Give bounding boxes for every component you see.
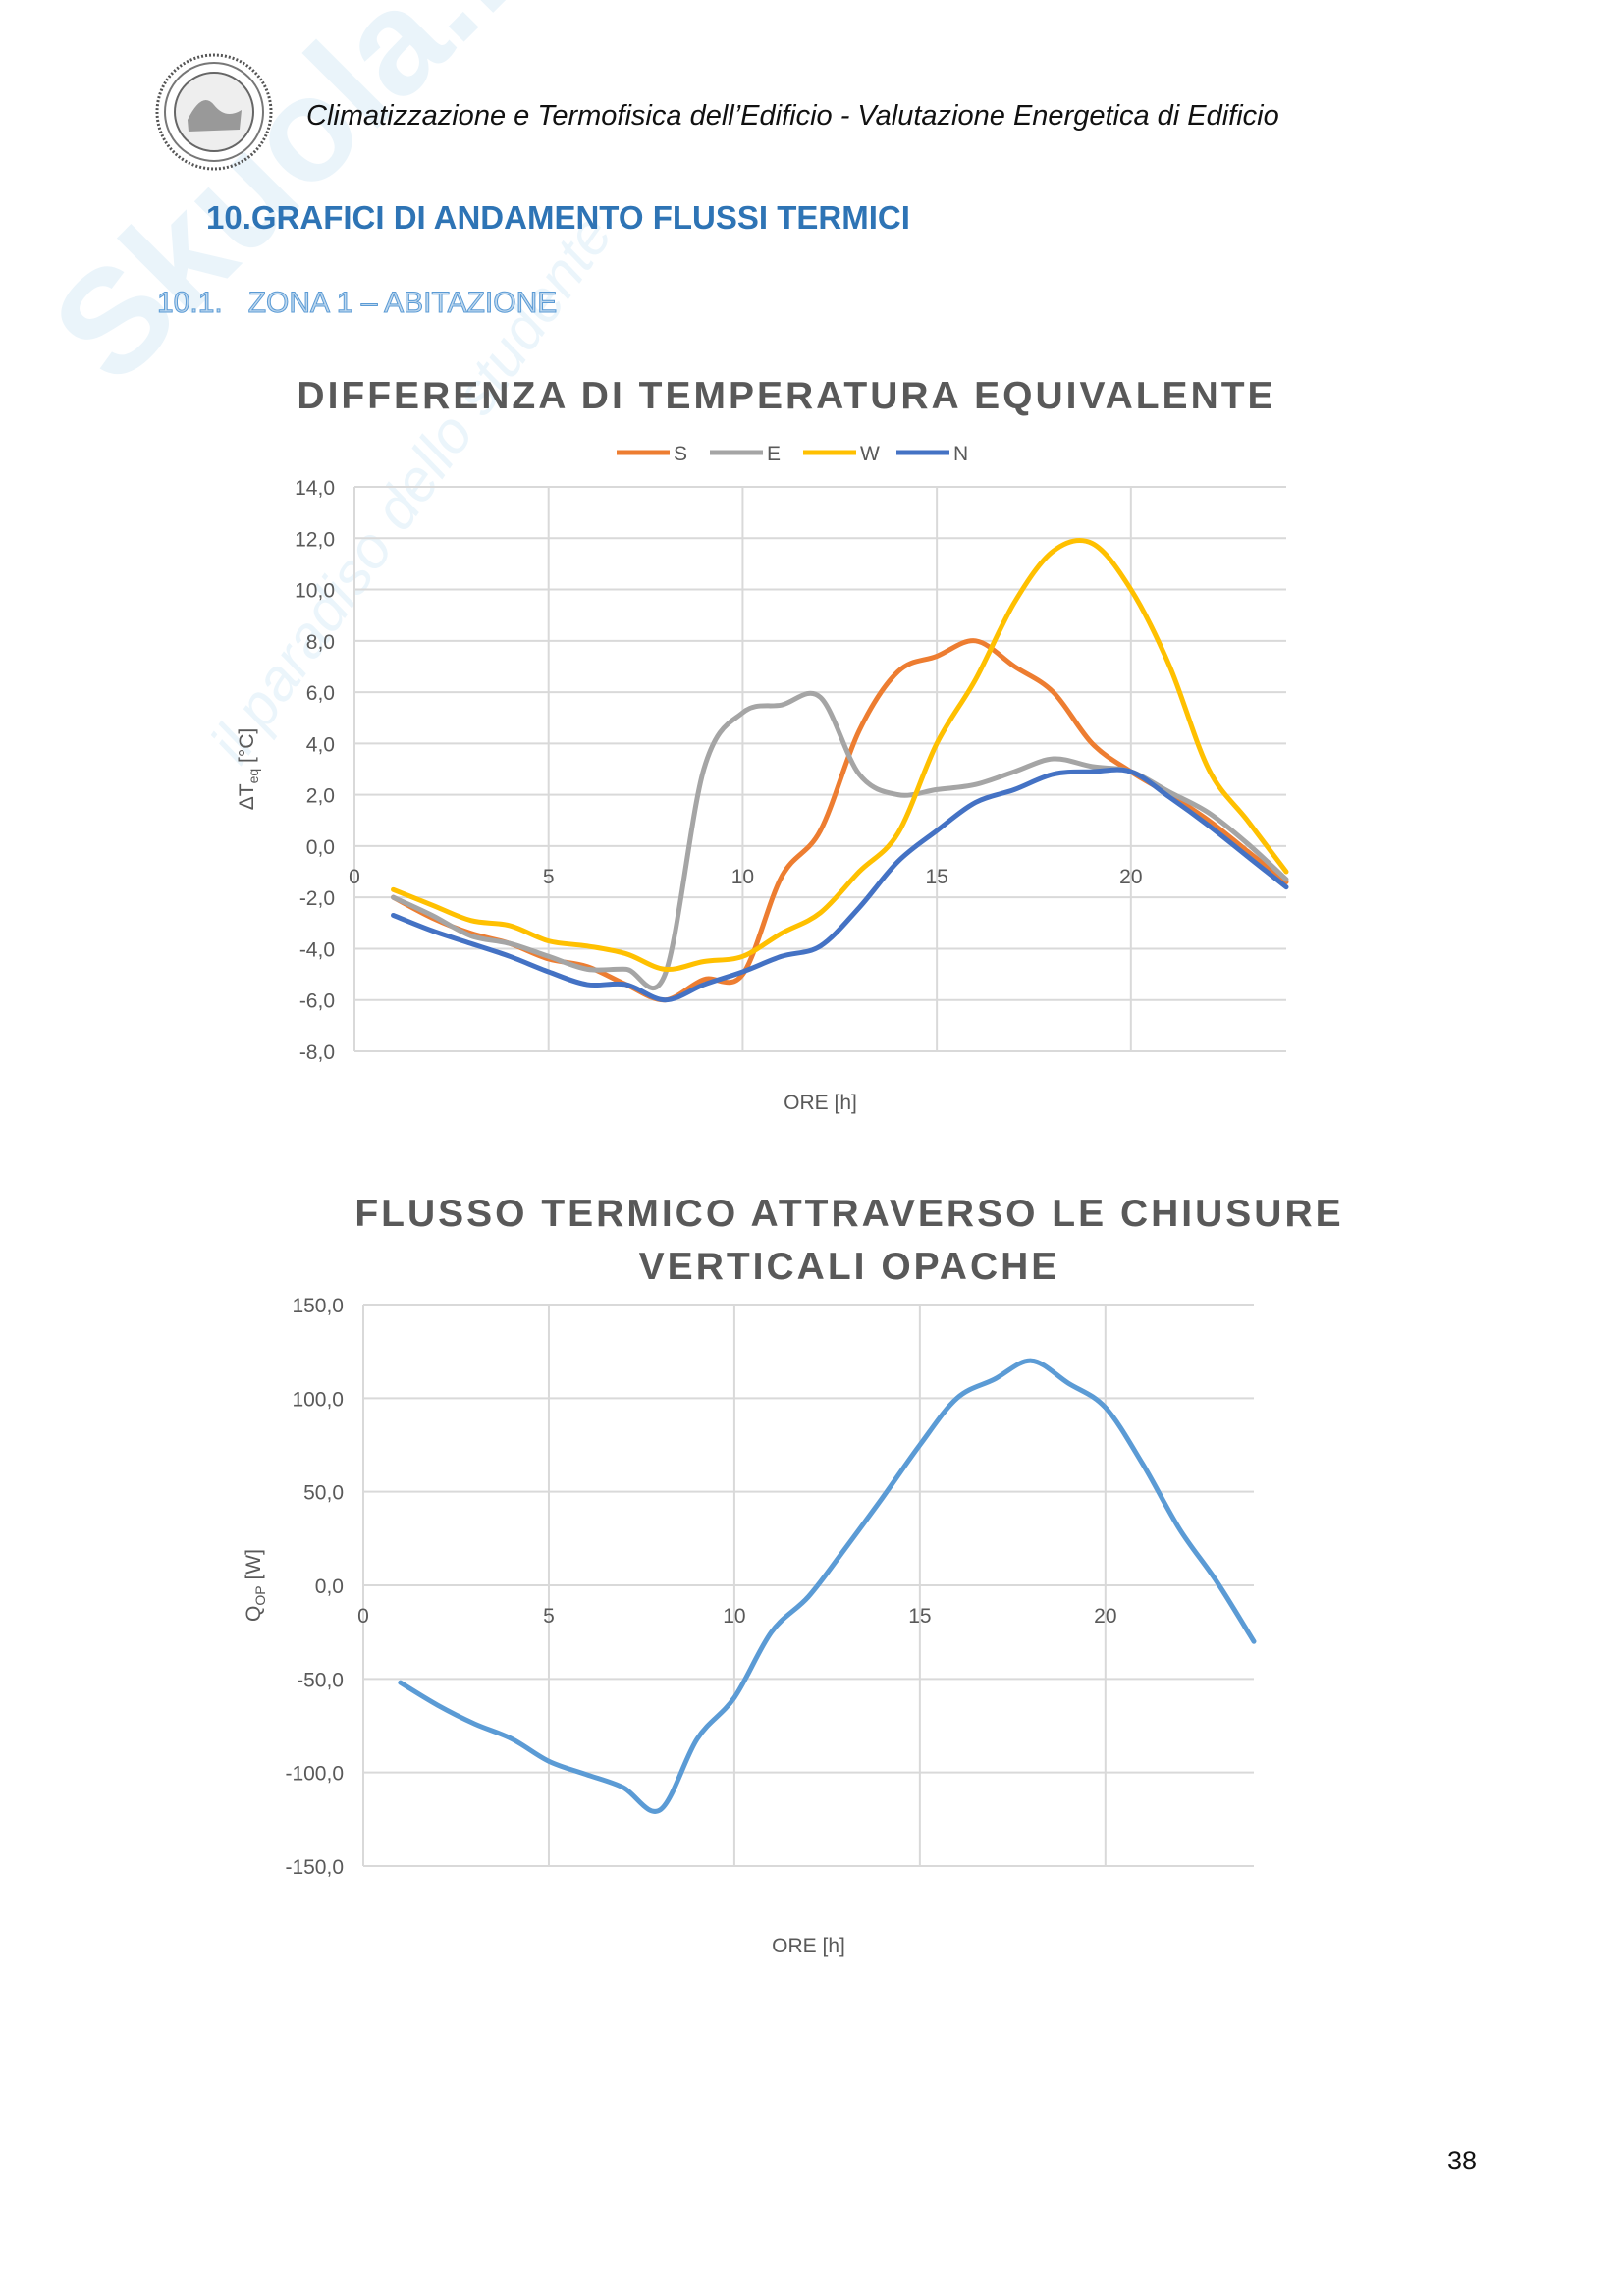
y-tick-label: 150,0 (292, 1295, 344, 1317)
x-tick-label: 10 (731, 866, 754, 888)
page-number: 38 (1447, 2146, 1478, 2175)
chart-title: DIFFERENZA DI TEMPERATURA EQUIVALENTE (297, 375, 1275, 417)
x-axis-label: ORE [h] (784, 1092, 857, 1114)
section-title: 10.GRAFICI DI ANDAMENTO FLUSSI TERMICI (206, 199, 910, 236)
y-tick-label: -4,0 (299, 938, 335, 961)
x-tick-label: 5 (543, 866, 555, 888)
chart-title: VERTICALI OPACHE (639, 1246, 1060, 1288)
subsection-label: ZONA 1 – ABITAZIONE (247, 287, 558, 320)
y-tick-label: -6,0 (299, 990, 335, 1013)
y-tick-label: -100,0 (285, 1763, 344, 1786)
series-line-e (391, 690, 1289, 991)
y-axis-label: ΔTeq [°C] (236, 728, 261, 811)
y-tick-label: -8,0 (299, 1041, 335, 1064)
university-seal-icon (153, 51, 275, 173)
y-axis-label: QOP [W] (243, 1549, 268, 1622)
legend-label-e: E (767, 443, 781, 465)
x-tick-label: 5 (543, 1605, 555, 1628)
x-tick-label: 20 (1094, 1605, 1116, 1628)
x-tick-label: 20 (1119, 866, 1142, 888)
series-line-n (391, 767, 1289, 1003)
y-tick-label: 12,0 (295, 528, 335, 551)
header-title: Climatizzazione e Termofisica dell’Edifi… (306, 100, 1279, 132)
y-tick-label: 2,0 (306, 785, 335, 808)
y-tick-label: -2,0 (299, 887, 335, 910)
legend-label-w: W (860, 443, 880, 465)
x-axis-label: ORE [h] (772, 1935, 845, 1957)
heat-flux-chart: FLUSSO TERMICO ATTRAVERSO LE CHIUSURE VER… (243, 1193, 1343, 1957)
y-tick-label: 8,0 (306, 631, 335, 654)
series-line-w (391, 537, 1289, 972)
y-tick-label: -150,0 (285, 1856, 344, 1879)
x-tick-label: 15 (925, 866, 947, 888)
series-line-s (391, 638, 1289, 1003)
x-tick-label: 15 (908, 1605, 931, 1628)
y-tick-label: 6,0 (306, 682, 335, 705)
x-tick-label: 10 (723, 1605, 745, 1628)
y-tick-label: -50,0 (297, 1669, 344, 1691)
subsection-number: 10.1. (157, 287, 224, 320)
temperature-difference-chart: DIFFERENZA DI TEMPERATURA EQUIVALENTE 14,… (236, 375, 1289, 1114)
y-tick-label: 0,0 (315, 1575, 344, 1598)
legend-label-s: S (674, 443, 687, 465)
y-tick-label: 50,0 (303, 1482, 344, 1505)
chart-title: FLUSSO TERMICO ATTRAVERSO LE CHIUSURE (354, 1193, 1343, 1235)
x-tick-label: 0 (349, 866, 360, 888)
legend-label-n: N (953, 443, 968, 465)
y-tick-label: 4,0 (306, 733, 335, 756)
x-tick-label: 0 (357, 1605, 369, 1628)
y-tick-label: 14,0 (295, 477, 335, 500)
series-line-q (398, 1358, 1257, 1814)
y-tick-label: 100,0 (292, 1388, 344, 1411)
y-tick-label: 0,0 (306, 836, 335, 859)
y-tick-label: 10,0 (295, 580, 335, 603)
subsection-title: 10.1. ZONA 1 – ABITAZIONE (157, 287, 582, 320)
